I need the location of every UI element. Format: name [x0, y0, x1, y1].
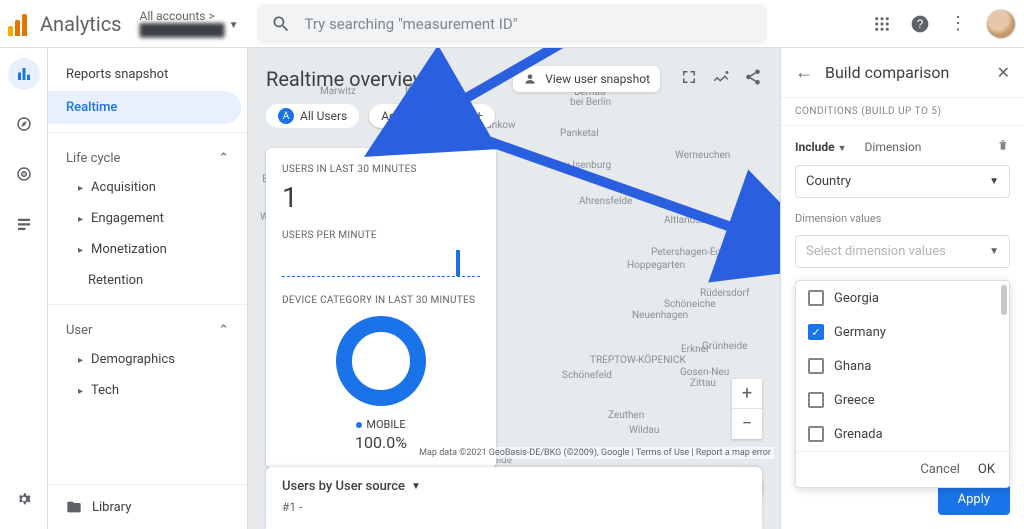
nav-reports-snapshot[interactable]: Reports snapshot — [48, 58, 241, 91]
zoom-in-button[interactable]: + — [732, 379, 762, 409]
product-logo[interactable]: Analytics — [8, 12, 122, 36]
zoom-out-button[interactable]: − — [732, 409, 762, 439]
include-dropdown[interactable]: Include ▼ — [795, 140, 847, 154]
dropdown-option[interactable]: Georgia — [796, 281, 1009, 315]
dimension-heading: Dimension — [865, 140, 922, 154]
dimension-select[interactable]: Country ▼ — [795, 165, 1010, 198]
checkbox-icon — [808, 290, 824, 306]
dropdown-option[interactable]: Germany — [796, 315, 1009, 349]
dimension-values-select[interactable]: Select dimension values ▼ — [795, 235, 1010, 268]
nav-section-user[interactable]: User ⌃ — [48, 313, 247, 344]
nav-realtime[interactable]: Realtime — [48, 91, 241, 124]
chevron-right-icon — [78, 242, 83, 257]
nav-retention[interactable]: Retention — [48, 265, 247, 296]
fullscreen-icon[interactable] — [680, 68, 698, 90]
search-input[interactable]: Try searching "measurement ID" — [257, 4, 767, 44]
users-by-source-card[interactable]: Users by User source▼ #1 - — [266, 467, 762, 529]
annotation-arrow-2 — [413, 108, 780, 272]
map-place-label: Schönefeld — [562, 370, 612, 381]
rail-admin-gear-icon[interactable] — [8, 483, 40, 515]
nav-demographics[interactable]: Demographics — [48, 344, 247, 375]
left-nav: Reports snapshot Realtime Life cycle ⌃ A… — [48, 48, 248, 529]
map-place-label: Rüdersdorf — [700, 288, 749, 299]
map-place-label: Zittau — [690, 378, 716, 389]
dimension-values-dropdown: GeorgiaGermanyGhanaGreeceGrenada Cancel … — [795, 280, 1010, 488]
checkbox-icon — [808, 426, 824, 442]
delete-condition-icon[interactable] — [996, 138, 1010, 155]
help-icon[interactable]: ? — [910, 14, 930, 34]
user-avatar[interactable] — [986, 9, 1016, 39]
apply-button[interactable]: Apply — [938, 484, 1010, 515]
chevron-down-icon: ▼ — [989, 246, 999, 257]
chip-all-users[interactable]: A All Users — [266, 104, 359, 128]
map-place-label: Erkner — [681, 344, 709, 355]
nav-engagement[interactable]: Engagement — [48, 203, 247, 234]
nav-library[interactable]: Library — [48, 484, 247, 529]
center-area: MarwitzBirkenwerderBernaubei BerlinBötzo… — [248, 48, 780, 529]
dimension-values-label: Dimension values — [795, 212, 1010, 225]
insights-icon[interactable] — [712, 68, 730, 90]
dropdown-scrollbar[interactable] — [1001, 285, 1007, 315]
map-place-label: Schöneiche — [664, 299, 716, 310]
map-place-label: Neuenhagen — [632, 310, 688, 321]
topbar: Analytics All accounts > ██████████ ▼ Tr… — [0, 0, 1024, 48]
product-name: Analytics — [40, 12, 122, 36]
dropdown-option[interactable]: Grenada — [796, 417, 1009, 451]
dropdown-cancel-button[interactable]: Cancel — [920, 462, 960, 477]
chevron-down-icon: ▼ — [229, 20, 239, 31]
chevron-down-icon: ▼ — [411, 481, 421, 492]
chevron-right-icon — [78, 383, 83, 398]
conditions-label: CONDITIONS (BUILD UP TO 5) — [781, 97, 1024, 126]
rail-configure-icon[interactable] — [8, 208, 40, 240]
map-place-label: Gosen-Neu — [680, 367, 729, 378]
search-icon — [271, 14, 291, 34]
chip-badge-a: A — [278, 108, 294, 124]
panel-back-icon[interactable]: ← — [795, 62, 813, 83]
nav-acquisition[interactable]: Acquisition — [48, 172, 247, 203]
nav-monetization[interactable]: Monetization — [48, 234, 247, 265]
map-place-label: Zeuthen — [608, 410, 644, 421]
panel-title: Build comparison — [825, 63, 985, 82]
chevron-right-icon — [78, 211, 83, 226]
chevron-up-icon: ⌃ — [218, 151, 229, 166]
chevron-up-icon: ⌃ — [218, 323, 229, 338]
more-vert-icon[interactable]: ⋮ — [948, 14, 968, 34]
map-place-label: TREPTOW-KÖPENICK — [590, 355, 686, 366]
checkbox-icon — [808, 324, 824, 340]
device-category-label: DEVICE CATEGORY IN LAST 30 MINUTES — [282, 295, 480, 306]
nav-tech[interactable]: Tech — [48, 375, 247, 406]
topbar-right: ? ⋮ — [872, 9, 1016, 39]
checkbox-icon — [808, 392, 824, 408]
svg-text:?: ? — [917, 18, 924, 31]
analytics-logo-icon — [8, 12, 32, 36]
include-row: Include ▼ Dimension — [795, 138, 1010, 155]
left-rail — [0, 48, 48, 529]
header-action-icons — [680, 68, 762, 90]
checkbox-icon — [808, 358, 824, 374]
nav-section-lifecycle[interactable]: Life cycle ⌃ — [48, 141, 247, 172]
rail-advertising-icon[interactable] — [8, 158, 40, 190]
share-icon[interactable] — [744, 68, 762, 90]
account-line2: ██████████ — [140, 24, 225, 37]
chevron-down-icon: ▼ — [838, 144, 847, 154]
rail-explore-icon[interactable] — [8, 108, 40, 140]
dropdown-ok-button[interactable]: OK — [978, 462, 995, 477]
folder-icon — [66, 499, 82, 515]
dropdown-option[interactable]: Greece — [796, 383, 1009, 417]
apps-grid-icon[interactable] — [872, 14, 892, 34]
device-donut-chart — [336, 316, 426, 406]
build-comparison-panel: ← Build comparison ✕ CONDITIONS (BUILD U… — [780, 48, 1024, 529]
chevron-right-icon — [78, 352, 83, 367]
dropdown-option[interactable]: Ghana — [796, 349, 1009, 383]
chevron-down-icon: ▼ — [989, 176, 999, 187]
account-line1: All accounts > — [140, 10, 225, 23]
chevron-right-icon — [78, 180, 83, 195]
search-placeholder: Try searching "measurement ID" — [305, 15, 518, 33]
account-picker[interactable]: All accounts > ██████████ ▼ — [140, 10, 225, 36]
map-zoom-control: + − — [732, 379, 762, 439]
map-attribution[interactable]: Map data ©2021 GeoBasis-DE/BKG (©2009), … — [416, 447, 774, 459]
rail-reports-icon[interactable] — [8, 58, 40, 90]
map-place-label: Wildau — [629, 425, 659, 436]
panel-close-icon[interactable]: ✕ — [997, 63, 1010, 82]
